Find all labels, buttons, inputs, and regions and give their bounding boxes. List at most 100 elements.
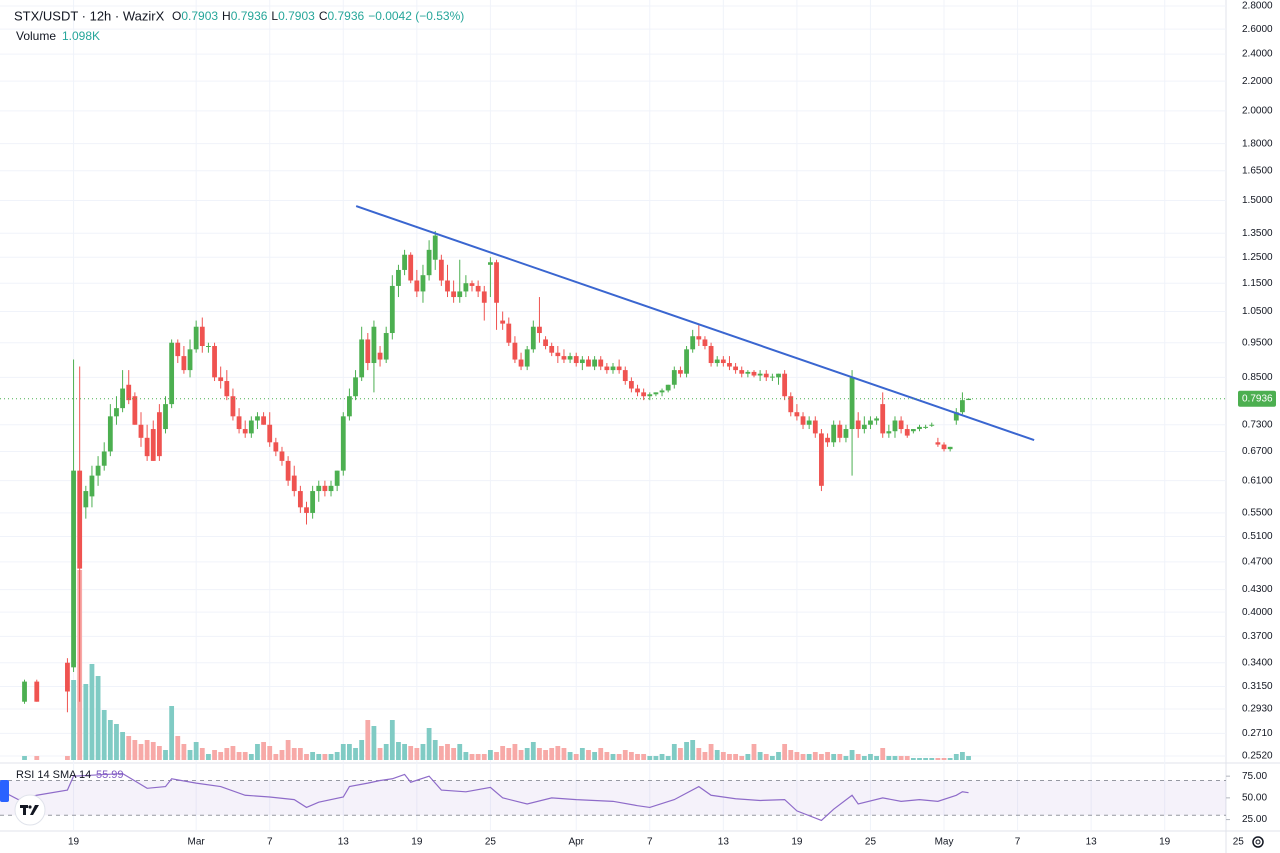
volume-bar	[929, 758, 935, 760]
last-price-label: 0.7936	[1242, 393, 1273, 404]
volume-bar	[230, 746, 236, 760]
volume-bar	[500, 746, 506, 760]
volume-bar	[371, 726, 377, 760]
change: −0.0042 (−0.53%)	[368, 9, 464, 23]
y-tick-label: 0.8500	[1242, 372, 1273, 383]
volume-bar	[279, 750, 285, 760]
volume-bar	[65, 756, 70, 760]
volume-bar	[708, 744, 714, 760]
candle-body	[132, 396, 138, 425]
volume-bar	[414, 748, 420, 760]
volume-bar	[83, 684, 89, 760]
candle-body	[843, 429, 849, 438]
volume-bar	[408, 746, 414, 760]
volume-bar	[763, 754, 769, 760]
candle-body	[488, 262, 493, 265]
candle-body	[622, 370, 628, 382]
candle-body	[353, 377, 358, 397]
last-price-box	[1238, 390, 1276, 407]
candle-body	[684, 349, 689, 374]
candle-body	[910, 429, 916, 432]
y-tick-label: 1.5000	[1242, 195, 1273, 206]
candle-body	[377, 352, 383, 360]
candle-body	[494, 262, 499, 303]
volume-bar	[494, 752, 499, 760]
candle-body	[322, 485, 328, 492]
volume-bar	[806, 754, 812, 760]
candle-body	[653, 392, 659, 395]
candle-body	[917, 426, 922, 430]
candle-body	[751, 371, 757, 376]
x-tick-label: 25	[1233, 837, 1245, 848]
settings-gear[interactable]	[1252, 836, 1264, 848]
volume-bar	[132, 740, 138, 760]
candle-body	[665, 384, 671, 391]
volume-bar	[383, 744, 389, 760]
volume-bar	[475, 754, 481, 760]
volume-bar	[126, 736, 132, 760]
candle-body	[573, 356, 579, 364]
candle-body	[328, 485, 334, 492]
volume-bar	[549, 748, 555, 760]
candle-body	[690, 336, 696, 350]
labels: 2.8000 2.6000 2.4000 2.2000 2.0000 1.8000 1.65…	[68, 1, 1276, 848]
ohlc-key: L	[271, 9, 278, 23]
volume-bar	[304, 754, 309, 760]
candle-body	[175, 342, 181, 357]
volume-bar	[365, 720, 371, 760]
volume-bar	[402, 744, 407, 760]
ohlc-key: C	[319, 9, 328, 23]
y-tick-label: 0.3150	[1242, 681, 1273, 692]
volume-bar	[849, 750, 855, 760]
candle-body	[733, 366, 738, 371]
volume-bar	[71, 680, 76, 760]
x-tick-label: 13	[1086, 837, 1098, 848]
ohlc-legend: O0.7903 H0.7936 L0.7903 C0.7936 −0.0042 (−0.…	[172, 9, 464, 23]
candle-body	[481, 291, 487, 303]
grid	[0, 0, 1230, 830]
candle-body	[819, 433, 824, 486]
y-tick-label: 0.4700	[1242, 557, 1273, 568]
volume-bar	[966, 756, 971, 760]
x-tick-label: 19	[791, 837, 803, 848]
volume-bar	[193, 742, 199, 760]
volume-bar	[322, 754, 328, 760]
candle-body	[592, 359, 598, 367]
collapse-tab[interactable]	[0, 780, 9, 802]
y-tick-label: 1.1500	[1242, 278, 1273, 289]
volume-bar	[163, 750, 168, 760]
candle-body	[837, 424, 843, 438]
candle-body	[469, 283, 475, 286]
volume-bar	[359, 740, 365, 760]
candle-body	[500, 320, 506, 324]
candle-body	[880, 404, 886, 434]
x-tick-label: 7	[267, 837, 273, 848]
volume-bar	[291, 748, 297, 760]
candle-body	[616, 366, 622, 371]
volume-bar	[751, 744, 757, 760]
candle-body	[561, 356, 567, 360]
volume-bar	[898, 756, 904, 760]
candle-body	[83, 491, 89, 508]
candle-body	[776, 373, 781, 378]
volume-bar	[261, 742, 266, 760]
candle-body	[966, 398, 971, 401]
ohlc-value: 0.7903	[278, 9, 315, 23]
volume-bar	[445, 744, 450, 760]
x-tick-label: 19	[411, 837, 423, 848]
candle-body	[120, 388, 125, 409]
candle-body	[199, 326, 205, 347]
y-tick-label: 1.3500	[1242, 228, 1273, 239]
candle-body	[408, 254, 414, 281]
rsi-title: RSI 14 SMA 14	[16, 769, 91, 781]
candle-body	[65, 662, 70, 692]
volume-bar	[727, 754, 732, 760]
candle-body	[941, 444, 947, 450]
candle-body	[383, 333, 389, 360]
volume-bar	[579, 748, 585, 760]
candle-body	[340, 416, 346, 471]
candle-body	[334, 470, 340, 486]
volume-bar	[671, 744, 677, 760]
ohlc-key: H	[222, 9, 231, 23]
x-tick-label: 13	[338, 837, 350, 848]
